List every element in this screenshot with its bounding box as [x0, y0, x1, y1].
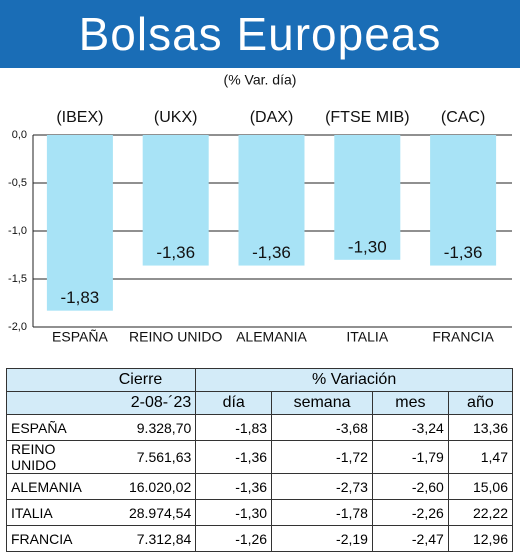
row-name: ALEMANIA — [5, 473, 86, 500]
cell: -2,19 — [271, 525, 373, 552]
ticker-label: (IBEX) — [56, 109, 103, 126]
y-tick-label: -1,0 — [8, 225, 27, 237]
cell: -1,30 — [195, 499, 273, 526]
subheader-cell: año — [447, 391, 514, 415]
cell: 15,06 — [447, 473, 514, 500]
bar — [430, 135, 497, 266]
cell: -1,36 — [195, 440, 273, 474]
y-tick-label: -2,0 — [8, 321, 27, 333]
cell: -2,60 — [371, 473, 449, 500]
bar — [142, 135, 209, 266]
cell: 9.328,70 — [85, 414, 197, 441]
cell: -1,72 — [271, 440, 373, 474]
table-row: ALEMANIA 16.020,02 -1,36 -2,73 -2,60 15,06 — [5, 473, 514, 500]
subheader-cell: mes — [371, 391, 449, 415]
header-cell: Cierre — [85, 368, 197, 392]
row-name: FRANCIA — [5, 525, 86, 552]
row-name: ITALIA — [5, 499, 86, 526]
chart-subtitle: (% Var. día) — [224, 72, 297, 88]
cell: 12,96 — [447, 525, 514, 552]
cell: 7.312,84 — [85, 525, 197, 552]
x-tick-label: ALEMANIA — [236, 329, 307, 345]
cell: -1,26 — [195, 525, 273, 552]
value-label: -1,36 — [156, 243, 195, 262]
chart: (% Var. día) 0,0 -0,5 -1,0 -1,5 -2,0 -1,83 (IB… — [8, 72, 512, 345]
bar — [334, 135, 401, 260]
y-tick-label: -0,5 — [8, 177, 27, 189]
header-row: Cierre % Variación — [5, 368, 513, 392]
ticker-label: (UKX) — [154, 109, 198, 126]
table-row: ESPAÑA 9.328,70 -1,83 -3,68 -3,24 13,36 — [5, 414, 514, 441]
chart-title: Bolsas Europeas — [0, 0, 520, 68]
ticker-label: (DAX) — [250, 109, 294, 126]
cell: -2,73 — [271, 473, 373, 500]
table-row: ITALIA 28.974,54 -1,30 -1,78 -2,26 22,22 — [5, 499, 514, 526]
value-label: -1,36 — [444, 243, 483, 262]
ticker-label: (FTSE MIB) — [325, 109, 409, 126]
value-label: -1,83 — [61, 288, 100, 307]
header-cell: % Variación — [195, 368, 513, 392]
x-tick-label: ESPAÑA — [52, 329, 108, 345]
cell: 16.020,02 — [85, 473, 197, 500]
ticker-label: (CAC) — [441, 109, 485, 126]
cell: -3,24 — [371, 414, 449, 441]
subheader-cell: día — [195, 391, 273, 415]
cell: 1,47 — [447, 440, 514, 474]
cell: -1,79 — [371, 440, 449, 474]
row-name: ESPAÑA — [5, 414, 86, 441]
y-tick-label: -1,5 — [8, 273, 27, 285]
bar — [46, 135, 113, 311]
cell: 13,36 — [447, 414, 514, 441]
cell: 22,22 — [447, 499, 514, 526]
value-label: -1,30 — [348, 237, 387, 256]
y-tick-label: 0,0 — [12, 129, 27, 141]
subheader-cell: 2-08-´23 — [85, 391, 197, 415]
x-tick-label: FRANCIA — [432, 329, 494, 345]
row-name: REINO UNIDO — [5, 440, 86, 474]
table-row: FRANCIA 7.312,84 -1,26 -2,19 -2,47 12,96 — [5, 525, 514, 552]
x-tick-label: REINO UNIDO — [129, 329, 222, 345]
data-table: Cierre % Variación 2-08-´23 día semana mes a… — [5, 368, 514, 552]
table-row: REINO UNIDO 7.561,63 -1,36 -1,72 -1,79 1,47 — [5, 440, 514, 474]
cell: -2,47 — [371, 525, 449, 552]
cell: -2,26 — [371, 499, 449, 526]
cell: -1,78 — [271, 499, 373, 526]
empty-cell — [5, 391, 86, 415]
subheader-row: 2-08-´23 día semana mes año — [5, 391, 514, 415]
value-label: -1,36 — [252, 243, 291, 262]
cell: 7.561,63 — [85, 440, 197, 474]
empty-cell — [5, 368, 86, 392]
subheader-cell: semana — [271, 391, 373, 415]
x-tick-label: ITALIA — [346, 329, 388, 345]
bar — [238, 135, 305, 266]
cell: -3,68 — [271, 414, 373, 441]
cell: 28.974,54 — [85, 499, 197, 526]
cell: -1,83 — [195, 414, 273, 441]
cell: -1,36 — [195, 473, 273, 500]
